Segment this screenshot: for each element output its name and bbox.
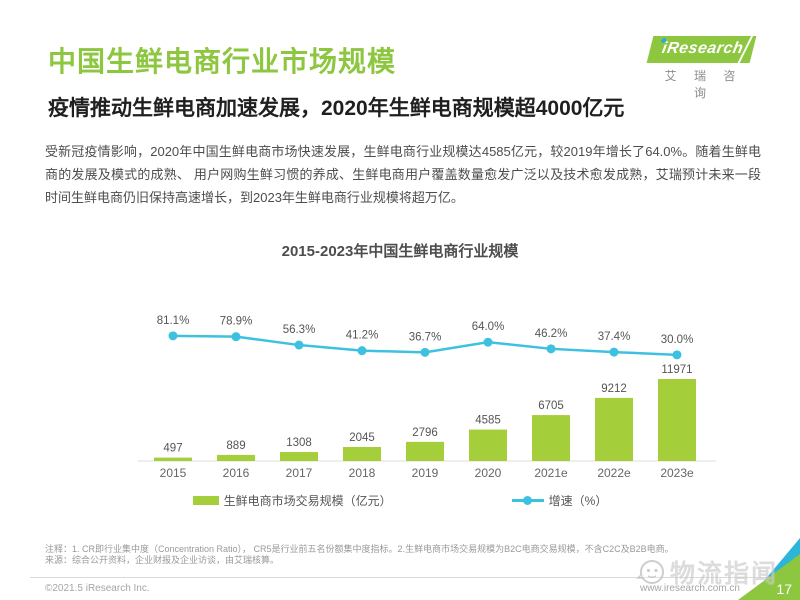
growth-dot [609, 347, 619, 357]
chart-legend: 生鲜电商市场交易规模（亿元） 增速（%） [0, 492, 800, 509]
legend-line-label: 增速（%） [548, 494, 608, 508]
website-text: www.iresearch.com.cn [639, 583, 740, 594]
chart-label: 4585 [475, 415, 501, 427]
growth-dot [672, 350, 682, 360]
bar [343, 446, 381, 461]
footer-divider [30, 577, 770, 578]
chart-label: 2022e [597, 466, 631, 480]
chart-label: 2796 [412, 427, 438, 439]
footnote-note: 注释：1. CR即行业集中度（Concentration Ratio）， CR5… [45, 544, 674, 554]
iresearch-logo-chinese: 艾 瑞 咨 询 [664, 69, 743, 100]
growth-dot [168, 331, 178, 341]
chart-label: 2018 [349, 466, 376, 480]
footnotes: 注释：1. CR即行业集中度（Concentration Ratio）， CR5… [45, 544, 750, 566]
chart-label: 41.2% [346, 330, 379, 342]
bar [658, 379, 696, 461]
iresearch-logo-shape: iResearch [646, 34, 757, 68]
chart-label: 64.0% [472, 321, 505, 333]
growth-dot [357, 346, 367, 356]
chart-label: 2045 [349, 432, 375, 444]
page-subtitle: 疫情推动生鲜电商加速发展，2020年生鲜电商规模超4000亿元 [48, 97, 625, 120]
legend-item-bar: 生鲜电商市场交易规模（亿元） [192, 492, 392, 509]
growth-dot [231, 332, 241, 342]
growth-dot [483, 337, 493, 347]
chart-label: 36.7% [409, 331, 442, 343]
chart-label: 2023e [660, 466, 694, 480]
chart-label: 2019 [412, 466, 439, 480]
chart-title: 2015-2023年中国生鲜电商行业规模 [281, 243, 519, 260]
chart-label: 889 [226, 440, 245, 452]
growth-dot [546, 344, 556, 354]
legend-bar-label: 生鲜电商市场交易规模（亿元） [223, 494, 392, 508]
page-title: 中国生鲜电商行业市场规模 [48, 46, 397, 77]
chart-label: 2020 [475, 466, 502, 480]
iresearch-logo-text: iResearch [660, 40, 745, 57]
bar [280, 452, 318, 461]
chart-label: 2015 [160, 466, 187, 480]
bar-line-chart: 497 2015 889 2016 1308 2017 2045 2018 2796 2019 45… [138, 315, 716, 480]
chart-label: 1308 [286, 437, 312, 449]
corner-triangle-green [738, 554, 800, 600]
chart-label: 37.4% [598, 331, 631, 343]
chart-label: 2016 [223, 466, 250, 480]
copyright-text: ©2021.5 iResearch Inc. [45, 583, 150, 594]
line-swatch-icon [511, 496, 544, 505]
bar [532, 415, 570, 461]
iresearch-logo: iResearch 艾 瑞 咨 询 [646, 34, 757, 101]
bar-swatch-icon [192, 496, 219, 505]
bar [469, 429, 507, 461]
growth-dot [294, 340, 304, 350]
bar [154, 457, 192, 461]
footnote-source: 来源：综合公开资料，企业财报及企业访谈，由艾瑞核算。 [45, 555, 280, 565]
chart-label: 46.2% [535, 328, 568, 340]
bar [406, 441, 444, 461]
body-paragraph: 受新冠疫情影响，2020年中国生鲜电商市场快速发展，生鲜电商行业规模达4585亿… [45, 144, 761, 205]
bar [217, 454, 255, 461]
chart-label: 6705 [538, 400, 564, 412]
legend-item-line: 增速（%） [511, 492, 608, 509]
chart-label: 9212 [601, 383, 627, 395]
page-number: 17 [776, 581, 792, 597]
bar [595, 397, 633, 461]
chart-label: 56.3% [283, 324, 316, 336]
chart-label: 497 [163, 443, 182, 455]
chart-label: 30.0% [661, 334, 694, 346]
chart-label: 81.1% [157, 315, 190, 327]
chart-label: 2021e [534, 466, 568, 480]
chart-label: 78.9% [220, 316, 253, 328]
chart-label: 11971 [661, 364, 692, 376]
chart-label: 2017 [286, 466, 313, 480]
growth-dot [420, 347, 430, 357]
